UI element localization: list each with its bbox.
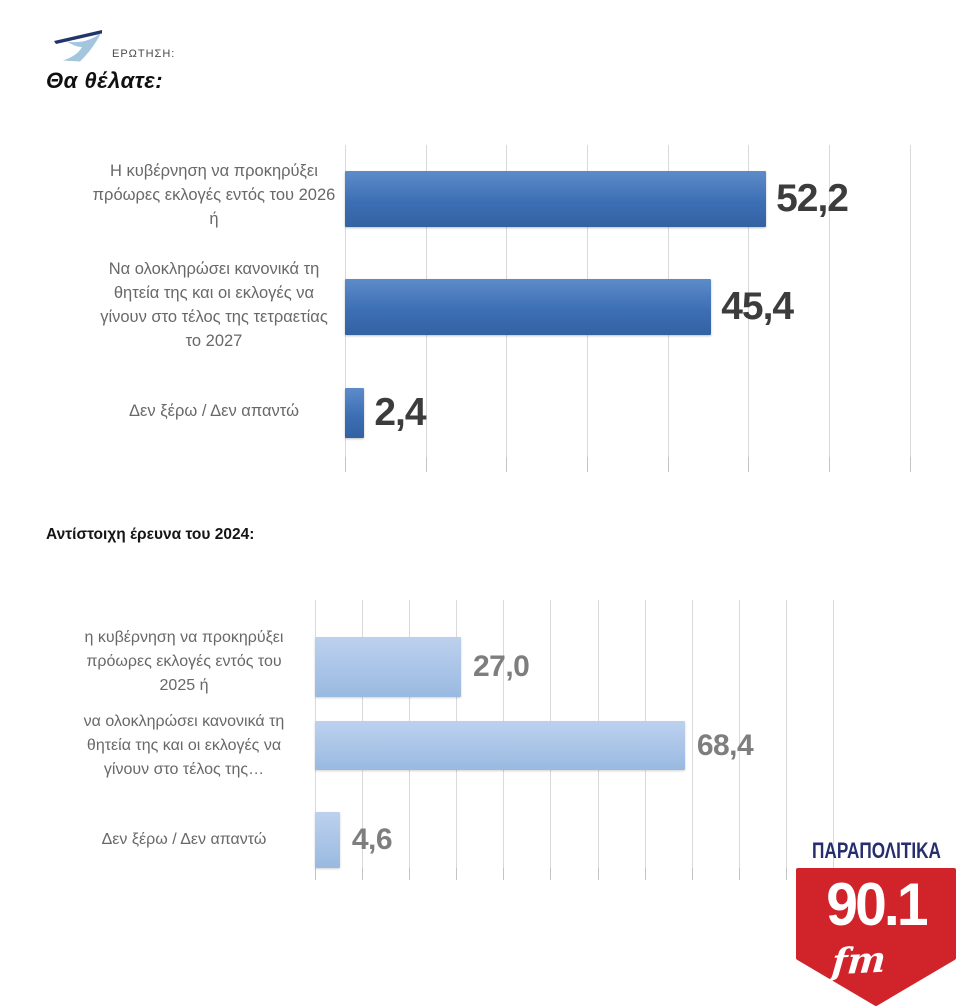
value-label: 52,2: [776, 177, 849, 220]
axis-tick: [456, 868, 458, 880]
axis-tick: [785, 868, 787, 880]
bar: [345, 171, 767, 227]
category-label-line: να ολοκληρώσει κανονικά τη: [83, 713, 285, 730]
axis-tick: [362, 868, 364, 880]
bar-chart-2024-survey: η κυβέρνηση να προκηρύξει πρόωρες εκλογές…: [0, 600, 960, 895]
category-label-line: Η κυβέρνηση να προκηρύξει: [110, 162, 318, 180]
bar: [315, 637, 461, 697]
gridline: [829, 145, 830, 457]
axis-tick: [644, 868, 646, 880]
category-label-line: θητεία της και οι εκλογές να: [86, 737, 282, 754]
axis-tick: [667, 457, 669, 472]
category-label-line: το 2027: [185, 332, 243, 350]
category-label: η κυβέρνηση να προκηρύξει πρόωρες εκλογές…: [62, 626, 306, 698]
bar: [345, 279, 712, 335]
axis-tick: [829, 457, 830, 472]
question-icon-stroke: [54, 30, 102, 44]
category-label-line: πρόωρες εκλογές εντός του 2026: [92, 186, 336, 204]
category-label: να ολοκληρώσει κανονικά τη θητεία της και…: [62, 710, 306, 782]
gridline: [833, 600, 835, 868]
category-label-line: γίνουν στο τέλος της τετραετίας: [100, 308, 328, 326]
axis-tick: [691, 868, 693, 880]
value-label: 2,4: [374, 391, 426, 434]
axis-tick: [506, 457, 508, 472]
axis-tick: [503, 868, 505, 880]
category-label-line: η κυβέρνηση να προκηρύξει: [84, 629, 284, 646]
axis-tick: [409, 868, 411, 880]
axis-tick: [550, 868, 552, 880]
gridline: [748, 145, 750, 457]
bar: [345, 388, 365, 438]
axis-tick: [345, 457, 346, 472]
logo-shield: [796, 868, 956, 1006]
axis-tick: [315, 868, 316, 880]
category-label: Η κυβέρνηση να προκηρύξει πρόωρες εκλογές…: [88, 159, 340, 231]
axis-tick: [909, 457, 911, 472]
category-label-line: θητεία της και οι εκλογές να: [113, 284, 315, 302]
axis-tick: [425, 457, 427, 472]
section-2024-label: Αντίστοιχη έρευνα του 2024:: [46, 526, 255, 543]
category-label: Να ολοκληρώσει κανονικά τη θητεία της και…: [88, 257, 340, 353]
gridline: [785, 600, 787, 868]
logo-band: fm: [829, 938, 888, 984]
value-label: 27,0: [472, 650, 530, 683]
category-label-line: 2025 ή: [159, 677, 209, 694]
page-title: Θα θέλατε:: [46, 68, 164, 93]
logo-brand-text: ΠΑΡΑΠΟΛΙΤΙΚΑ: [812, 838, 941, 863]
category-label-line: ή: [209, 210, 219, 228]
category-label-line: γίνουν στο τέλος της…: [103, 761, 265, 778]
question-icon: [54, 30, 102, 62]
gridline: [691, 600, 693, 868]
question-icon-ribbon: [63, 33, 101, 62]
category-label: Δεν ξέρω / Δεν απαντώ: [88, 399, 340, 423]
value-label: 68,4: [696, 728, 754, 762]
bar-chart-current-survey: Η κυβέρνηση να προκηρύξει πρόωρες εκλογές…: [0, 145, 960, 490]
logo-frequency: 90.1: [826, 871, 928, 938]
category-label-line: Δεν ξέρω / Δεν απαντώ: [129, 402, 299, 420]
category-label-line: Δεν ξέρω / Δεν απαντώ: [101, 831, 267, 848]
value-label: 45,4: [721, 285, 794, 328]
question-label: ΕΡΩΤΗΣΗ:: [112, 48, 176, 60]
axis-tick: [597, 868, 599, 880]
logo-shield-shape: [796, 868, 956, 1006]
axis-tick: [738, 868, 740, 880]
gridline: [738, 600, 740, 868]
axis-tick: [748, 457, 750, 472]
category-label: Δεν ξέρω / Δεν απαντώ: [62, 828, 306, 852]
bar: [315, 812, 340, 868]
radio-station-logo: ΠΑΡΑΠΟΛΙΤΙΚΑ 90.1 fm: [794, 838, 958, 1007]
bar: [315, 721, 685, 770]
value-label: 4,6: [351, 823, 393, 856]
gridline: [909, 145, 911, 457]
axis-tick: [587, 457, 588, 472]
category-label-line: πρόωρες εκλογές εντός του: [86, 653, 282, 670]
category-label-line: Να ολοκληρώσει κανονικά τη: [108, 260, 320, 278]
